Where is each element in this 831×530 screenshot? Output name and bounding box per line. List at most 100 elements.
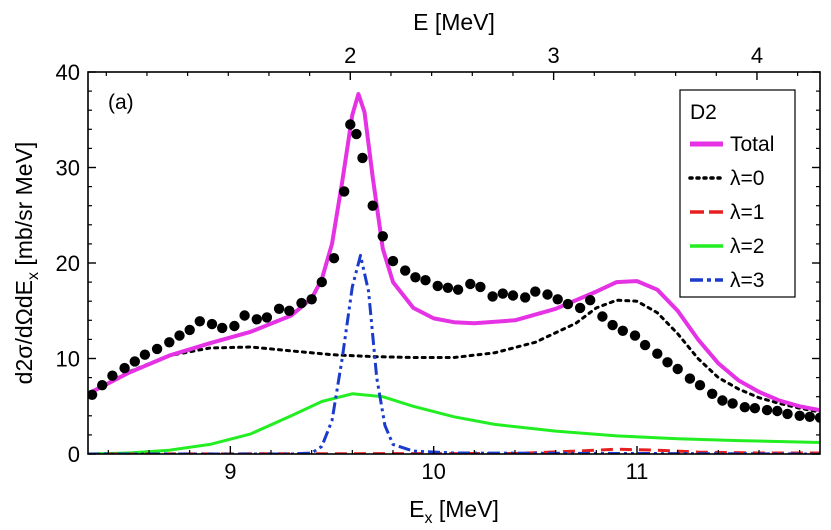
data-point (97, 380, 108, 391)
data-point (174, 330, 185, 341)
data-point (475, 281, 486, 293)
data-point (284, 305, 295, 316)
data-point (749, 403, 761, 414)
legend-label-lambda-1: λ=1 (730, 201, 764, 224)
data-point (684, 373, 696, 384)
data-point (761, 404, 773, 416)
data-point (814, 412, 820, 423)
data-point (717, 395, 728, 406)
data-point (617, 325, 628, 336)
data-point (306, 294, 317, 305)
legend-box (679, 89, 796, 298)
data-point (694, 380, 706, 391)
data-point (607, 319, 618, 331)
data-point (574, 302, 586, 314)
y-tick-label: 30 (56, 156, 80, 181)
x-tick-label: 9 (224, 459, 236, 484)
data-point (542, 289, 553, 300)
top-x-tick-label: 4 (751, 43, 763, 68)
marker-layer (88, 119, 820, 423)
data-point (351, 128, 362, 140)
data-point (357, 152, 368, 164)
x-axis-title-unit: [MeV] (432, 496, 498, 522)
data-point (804, 411, 815, 422)
data-point (652, 348, 663, 359)
data-point (387, 255, 399, 267)
data-point (585, 295, 596, 306)
data-point (629, 330, 641, 341)
x-tick-label: 10 (421, 459, 445, 484)
data-point (217, 322, 228, 334)
y-tick-label: 10 (56, 347, 80, 372)
data-point (377, 231, 388, 242)
data-point (410, 272, 421, 283)
y-axis-title: d2σ/dΩdEx [mb/sr MeV] (11, 142, 42, 385)
y-tick-label: 40 (56, 60, 80, 85)
legend-title: D2 (690, 101, 717, 124)
data-point (520, 292, 531, 303)
data-point (639, 339, 651, 351)
x-axis-title-main: E (409, 496, 424, 522)
data-point (129, 356, 140, 367)
series-line-lambda-3 (88, 253, 820, 454)
data-point (432, 280, 443, 292)
data-point (465, 278, 476, 290)
data-point (672, 363, 683, 375)
y-axis-title-unit: [mb/sr MeV] (11, 142, 37, 272)
y-tick-label: 0 (68, 442, 80, 467)
data-point (296, 297, 307, 309)
data-point (772, 405, 783, 417)
legend: D2 Total λ=0 λ=1 λ=2 λ=3 (679, 89, 796, 298)
data-point (206, 318, 218, 330)
data-point (194, 316, 205, 327)
legend-label-lambda-2: λ=2 (730, 235, 764, 258)
data-point (487, 291, 498, 302)
data-point (273, 303, 285, 314)
data-point (739, 402, 750, 413)
data-point (367, 200, 378, 211)
data-point (597, 311, 608, 322)
data-point (442, 282, 454, 293)
data-point (88, 389, 98, 400)
data-point (452, 284, 464, 295)
data-point (251, 314, 262, 325)
x-tick-label: 11 (626, 459, 649, 484)
legend-label-lambda-0: λ=0 (730, 167, 764, 190)
data-point (562, 298, 574, 310)
data-point (782, 408, 793, 420)
data-point (794, 410, 805, 421)
data-point (316, 276, 327, 288)
data-point (497, 288, 508, 299)
legend-label-total: Total (730, 133, 774, 156)
x-axis-title: Ex [MeV] (409, 496, 499, 527)
data-point (139, 349, 151, 360)
data-point (261, 312, 273, 323)
data-point (400, 265, 411, 276)
data-point (420, 275, 431, 286)
series-line-lambda-0 (88, 298, 820, 414)
data-point (530, 286, 541, 297)
panel-label: (a) (108, 91, 134, 114)
data-point (507, 290, 519, 301)
x-axis-title-sub: x (424, 510, 432, 527)
legend-label-lambda-3: λ=3 (730, 269, 764, 292)
data-point (184, 324, 195, 336)
series-line-lambda-2 (88, 392, 820, 454)
y-axis-title-sub: x (25, 272, 42, 280)
data-point (345, 119, 356, 130)
data-point (727, 398, 738, 409)
y-axis-title-main: d2σ/dΩdE (11, 280, 37, 384)
y-tick-label: 20 (56, 251, 80, 276)
data-point (662, 357, 673, 368)
data-point (164, 337, 175, 348)
top-x-tick-label: 3 (548, 43, 560, 68)
data-point (107, 370, 118, 381)
data-point (552, 294, 563, 305)
legend-entries: Total λ=0 λ=1 λ=2 λ=3 (688, 133, 774, 292)
data-point (328, 253, 340, 264)
data-point (239, 310, 250, 321)
data-point (151, 343, 163, 355)
top-axis-title: E [MeV] (413, 9, 495, 35)
data-point (339, 186, 350, 197)
